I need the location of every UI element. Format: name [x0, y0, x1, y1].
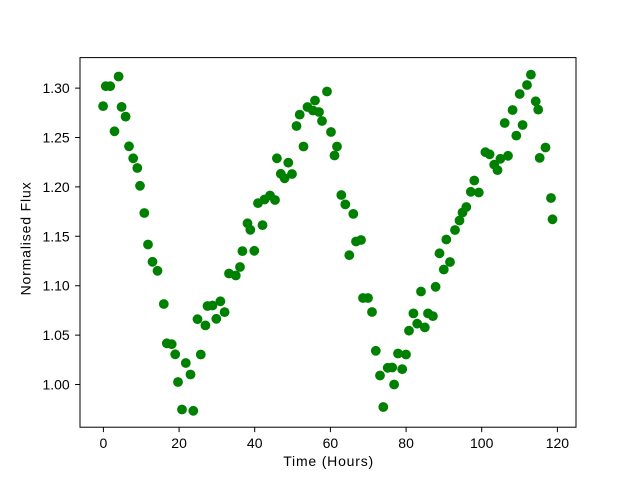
svg-text:1.20: 1.20: [42, 179, 69, 195]
svg-text:60: 60: [323, 435, 339, 451]
svg-text:120: 120: [546, 435, 570, 451]
svg-text:Time (Hours): Time (Hours): [283, 453, 374, 469]
svg-text:1.10: 1.10: [42, 278, 69, 294]
svg-text:1.00: 1.00: [42, 377, 69, 393]
svg-text:Normalised Flux: Normalised Flux: [18, 182, 34, 296]
svg-text:0: 0: [100, 435, 108, 451]
svg-text:1.15: 1.15: [42, 228, 69, 244]
svg-text:40: 40: [247, 435, 263, 451]
svg-text:100: 100: [470, 435, 494, 451]
svg-text:1.30: 1.30: [42, 80, 69, 96]
svg-text:20: 20: [171, 435, 187, 451]
svg-text:80: 80: [398, 435, 414, 451]
svg-text:1.05: 1.05: [42, 327, 69, 343]
svg-text:1.25: 1.25: [42, 130, 69, 146]
